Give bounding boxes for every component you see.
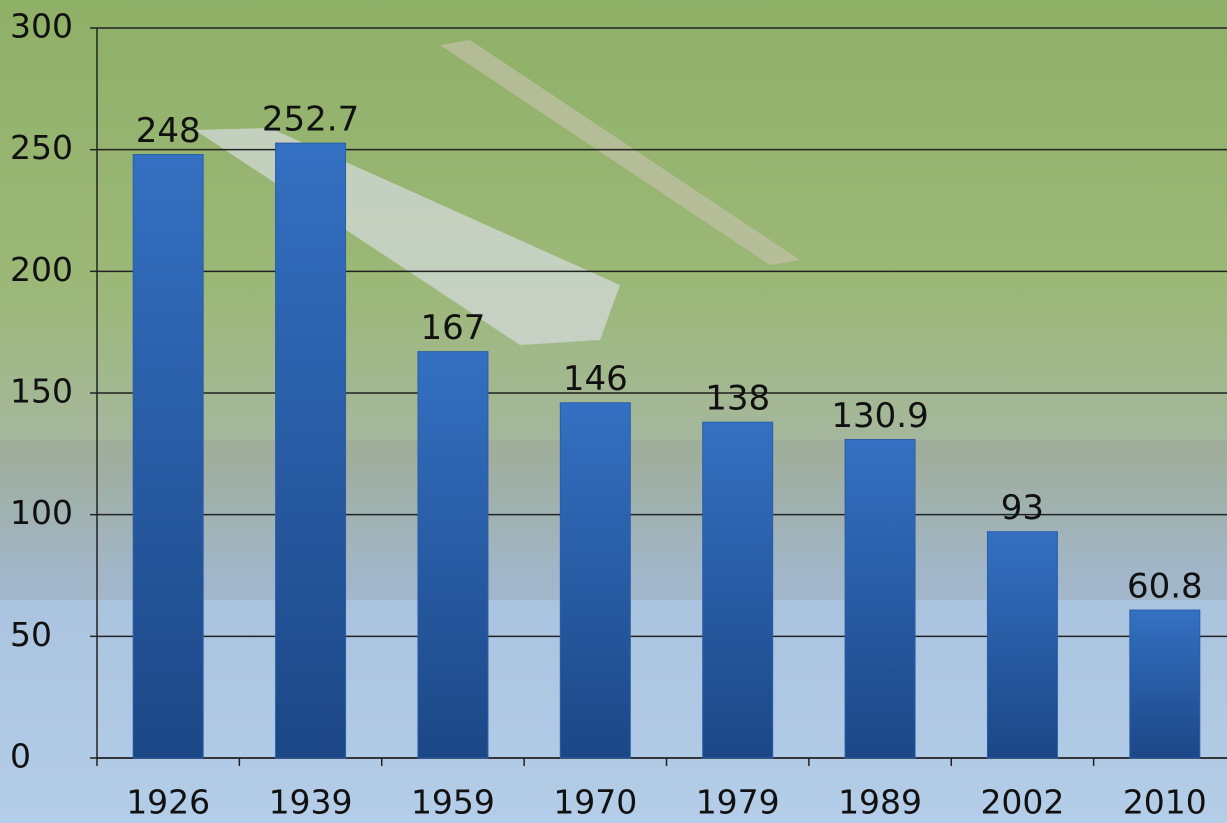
walkway [440,40,800,265]
x-tick-label: 1939 [269,783,353,822]
bar [702,421,774,759]
bar [559,402,631,759]
x-tick-label: 1989 [838,783,922,822]
y-tick-label: 150 [10,372,73,411]
bar [986,531,1058,759]
value-label: 146 [563,359,628,399]
y-tick-label: 50 [10,615,52,654]
x-tick-label: 1926 [126,783,210,822]
value-label: 138 [705,379,770,419]
value-label: 167 [420,308,485,348]
x-tick-label: 2010 [1123,783,1207,822]
value-label: 130.9 [831,396,928,436]
x-tick-label: 1970 [553,783,637,822]
value-label: 93 [1001,488,1044,528]
x-tick-label: 1959 [411,783,495,822]
value-label: 60.8 [1127,567,1203,607]
bar [844,438,916,759]
y-tick-label: 0 [10,737,31,776]
y-tick-label: 100 [10,493,73,532]
value-label: 248 [136,111,201,151]
bar [1129,609,1201,759]
bar [132,154,204,759]
x-tick-label: 2002 [980,783,1064,822]
bar [417,351,489,759]
y-tick-label: 300 [10,7,73,46]
bar [275,142,347,759]
value-label: 252.7 [262,100,359,140]
y-tick-label: 250 [10,128,73,167]
x-tick-label: 1979 [696,783,780,822]
y-tick-label: 200 [10,250,73,289]
